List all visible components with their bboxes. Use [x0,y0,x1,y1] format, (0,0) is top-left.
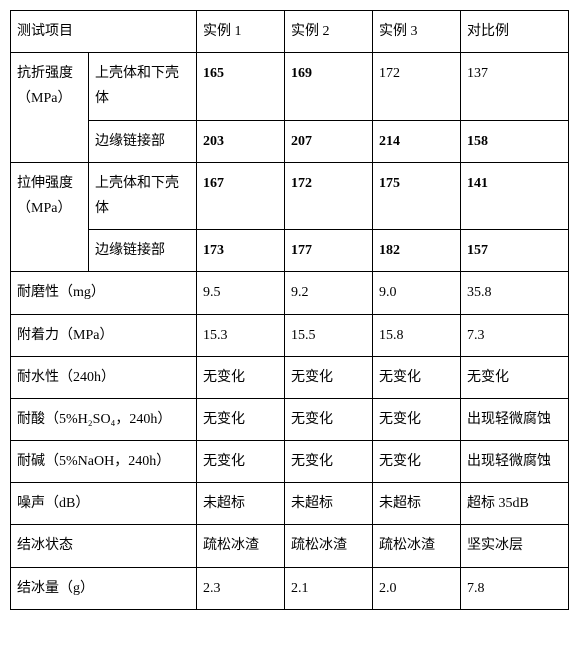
cell: 未超标 [373,483,461,525]
cell: 157 [461,230,569,272]
cell: 疏松冰渣 [197,525,285,567]
cell: 35.8 [461,272,569,314]
cell: 7.3 [461,314,569,356]
cell: 出现轻微腐蚀 [461,398,569,440]
cell: 坚实冰层 [461,525,569,567]
cell: 15.8 [373,314,461,356]
table-row: 结冰量（g） 2.3 2.1 2.0 7.8 [11,567,569,609]
cell: 无变化 [285,356,373,398]
acid-label: 耐酸（5%H₂SO₄，240h） [11,398,197,440]
cell: 超标 35dB [461,483,569,525]
tensile-label-l2: （MPa） [17,201,71,216]
table-row: 耐水性（240h） 无变化 无变化 无变化 无变化 [11,356,569,398]
cell: 169 [285,53,373,120]
cell: 9.2 [285,272,373,314]
cell: 无变化 [373,356,461,398]
cell: 疏松冰渣 [373,525,461,567]
alkali-label: 耐碱（5%NaOH，240h） [11,441,197,483]
cell: 未超标 [285,483,373,525]
cell: 137 [461,53,569,120]
tensile-label: 拉伸强度 （MPa） [11,162,89,272]
header-ex2: 实例 2 [285,11,373,53]
cell: 15.5 [285,314,373,356]
table-row: 结冰状态 疏松冰渣 疏松冰渣 疏松冰渣 坚实冰层 [11,525,569,567]
table-row: 噪声（dB） 未超标 未超标 未超标 超标 35dB [11,483,569,525]
cell: 无变化 [373,398,461,440]
table-row: 附着力（MPa） 15.3 15.5 15.8 7.3 [11,314,569,356]
cell: 158 [461,120,569,162]
cell: 15.3 [197,314,285,356]
cell: 9.5 [197,272,285,314]
tensile-label-l1: 拉伸强度 [17,176,73,191]
table-row: 边缘链接部 203 207 214 158 [11,120,569,162]
cell: 203 [197,120,285,162]
table-row: 抗折强度 （MPa） 上壳体和下壳体 165 169 172 137 [11,53,569,120]
table-row: 边缘链接部 173 177 182 157 [11,230,569,272]
cell: 无变化 [461,356,569,398]
cell: 175 [373,162,461,229]
flexural-sub-b: 边缘链接部 [89,120,197,162]
header-control: 对比例 [461,11,569,53]
table-row: 耐酸（5%H₂SO₄，240h） 无变化 无变化 无变化 出现轻微腐蚀 [11,398,569,440]
flexural-sub-a: 上壳体和下壳体 [89,53,197,120]
header-ex3: 实例 3 [373,11,461,53]
flexural-label-l2: （MPa） [17,91,71,106]
cell: 207 [285,120,373,162]
table-row: 拉伸强度 （MPa） 上壳体和下壳体 167 172 175 141 [11,162,569,229]
cell: 177 [285,230,373,272]
cell: 7.8 [461,567,569,609]
cell: 无变化 [197,398,285,440]
flexural-label-l1: 抗折强度 [17,66,73,81]
cell: 167 [197,162,285,229]
cell: 未超标 [197,483,285,525]
cell: 2.3 [197,567,285,609]
cell: 141 [461,162,569,229]
cell: 172 [285,162,373,229]
cell: 2.1 [285,567,373,609]
cell: 无变化 [197,356,285,398]
tensile-sub-a: 上壳体和下壳体 [89,162,197,229]
cell: 9.0 [373,272,461,314]
cell: 出现轻微腐蚀 [461,441,569,483]
flexural-label: 抗折强度 （MPa） [11,53,89,163]
results-table: 测试项目 实例 1 实例 2 实例 3 对比例 抗折强度 （MPa） 上壳体和下… [10,10,569,610]
cell: 疏松冰渣 [285,525,373,567]
table-header-row: 测试项目 实例 1 实例 2 实例 3 对比例 [11,11,569,53]
cell: 2.0 [373,567,461,609]
table-row: 耐磨性（mg） 9.5 9.2 9.0 35.8 [11,272,569,314]
adhesion-label: 附着力（MPa） [11,314,197,356]
header-ex1: 实例 1 [197,11,285,53]
cell: 无变化 [285,398,373,440]
cell: 182 [373,230,461,272]
cell: 173 [197,230,285,272]
table-row: 耐碱（5%NaOH，240h） 无变化 无变化 无变化 出现轻微腐蚀 [11,441,569,483]
cell: 214 [373,120,461,162]
cell: 无变化 [197,441,285,483]
cell: 165 [197,53,285,120]
cell: 无变化 [285,441,373,483]
noise-label: 噪声（dB） [11,483,197,525]
ice-state-label: 结冰状态 [11,525,197,567]
ice-amount-label: 结冰量（g） [11,567,197,609]
abrasion-label: 耐磨性（mg） [11,272,197,314]
cell: 172 [373,53,461,120]
header-test-item: 测试项目 [11,11,197,53]
cell: 无变化 [373,441,461,483]
water-label: 耐水性（240h） [11,356,197,398]
tensile-sub-b: 边缘链接部 [89,230,197,272]
